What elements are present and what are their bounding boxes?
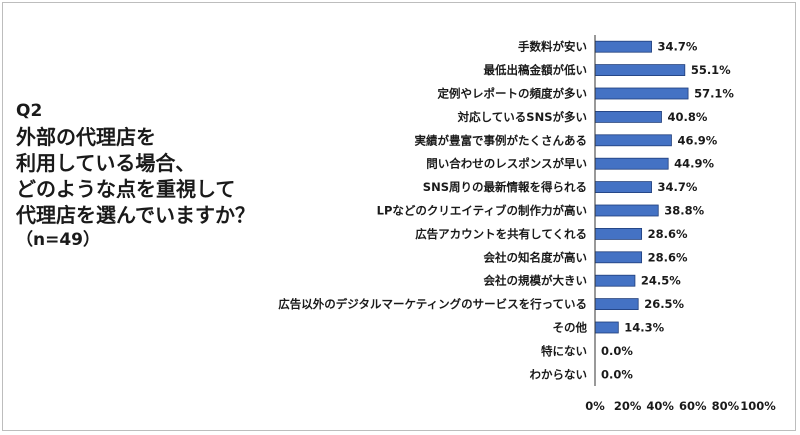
value-label: 38.8% [664,204,704,218]
value-label: 46.9% [677,133,717,147]
value-label: 57.1% [694,87,734,101]
category-label: 手数料が安い [518,40,587,54]
bar [594,40,652,53]
value-label: 0.0% [601,344,633,358]
category-label: LPなどのクリエイティブの制作力が高い [377,204,587,218]
category-label: 実績が豊富で事例がたくさんある [415,133,588,147]
bar [594,274,636,287]
value-label: 34.7% [658,180,698,194]
value-label: 55.1% [691,63,731,77]
value-label: 28.6% [648,227,688,241]
bar [594,298,639,311]
category-label: 広告以外のデジタルマーケティングのサービスを行っている [278,297,587,311]
value-label: 24.5% [641,274,681,288]
bar [594,111,662,123]
category-label: 特にない [541,344,587,358]
category-label: SNS周りの最新情報を得られる [423,180,587,194]
x-tick-label: 80% [712,399,740,413]
sample-size: （n=49） [16,230,101,250]
category-label: 会社の知名度が高い [483,250,588,264]
x-tick-label: 60% [679,399,707,413]
category-label: その他 [553,321,588,335]
category-label: わからない [530,367,588,381]
category-label: 会社の規模が大きい [483,274,588,288]
bar [594,227,643,240]
bar [594,251,643,264]
bar [594,157,669,170]
value-label: 14.3% [624,321,664,335]
value-label: 44.9% [674,157,714,171]
bar [594,64,686,76]
value-label: 40.8% [668,110,708,124]
category-label: 最低出稿金額が低い [484,63,588,77]
x-tick-label: 40% [646,399,674,413]
value-label: 26.5% [644,297,684,311]
bar [594,181,652,194]
question-block: Q2 外部の代理店を 利用している場合、 どのような点を重視して 代理店を選んで… [16,100,316,252]
x-tick-label: 0% [585,399,605,413]
value-label: 0.0% [601,367,633,381]
x-tick-label: 100% [740,399,776,413]
value-label: 28.6% [648,250,688,264]
x-tick-label: 20% [614,399,642,413]
category-label: 問い合わせのレスポンスが早い [426,157,587,171]
bar [594,321,619,334]
question-label: Q2 [16,101,43,121]
value-label: 34.7% [658,40,698,54]
category-label: 広告アカウントを共有してくれる [415,227,587,241]
category-label: 対応しているSNSが多い [457,110,587,124]
bar [594,204,659,217]
question-text: 外部の代理店を 利用している場合、 どのような点を重視して 代理店を選んでいます… [16,125,255,227]
category-label: 定例やレポートの頻度が多い [438,87,588,101]
bar [594,134,672,147]
bar [594,87,689,100]
